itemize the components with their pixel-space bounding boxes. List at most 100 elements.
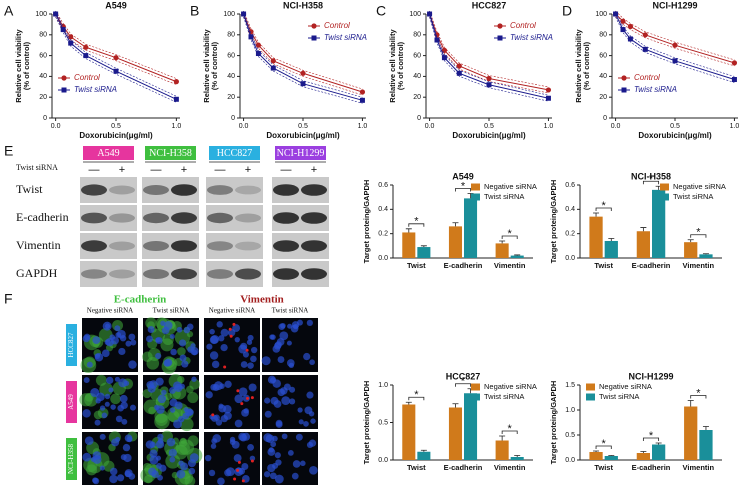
nucleus bbox=[186, 323, 194, 331]
nucleus bbox=[155, 377, 164, 386]
marker bbox=[456, 70, 462, 76]
x-tick-label: 1.0 bbox=[358, 123, 368, 130]
nucleus bbox=[178, 460, 184, 466]
nucleus bbox=[101, 412, 108, 419]
cell-line-tag bbox=[83, 146, 134, 160]
bar bbox=[402, 232, 416, 258]
green-stain bbox=[99, 382, 114, 397]
significance-bracket bbox=[455, 383, 471, 387]
marker bbox=[545, 95, 551, 101]
bar bbox=[448, 407, 462, 460]
bar bbox=[510, 255, 524, 258]
nucleus bbox=[211, 438, 218, 444]
y-axis-label: Target proteing/GAPDH bbox=[549, 180, 558, 264]
significance-label: * bbox=[508, 423, 513, 435]
nucleus bbox=[247, 362, 254, 369]
nucleus bbox=[92, 454, 102, 464]
nucleus bbox=[240, 342, 248, 350]
blot-band bbox=[171, 240, 197, 252]
marker bbox=[68, 40, 74, 46]
y-tick-label: 0.6 bbox=[378, 182, 388, 189]
blot-band bbox=[207, 241, 233, 251]
cell-line-tag-label: NCI-H1299 bbox=[277, 148, 325, 159]
legend-label: Twist siRNA bbox=[324, 33, 367, 42]
red-stain bbox=[236, 468, 240, 472]
nucleus bbox=[191, 376, 197, 382]
blot-band bbox=[301, 184, 327, 196]
y-tick-label: 80 bbox=[39, 32, 47, 39]
y-tick-label: 20 bbox=[227, 94, 235, 101]
nucleus bbox=[231, 440, 240, 449]
nucleus bbox=[309, 359, 315, 366]
nucleus bbox=[99, 405, 106, 411]
nucleus bbox=[234, 419, 243, 428]
panel-label: A bbox=[4, 3, 14, 19]
nucleus bbox=[274, 341, 282, 349]
nucleus bbox=[250, 346, 258, 354]
nucleus bbox=[216, 321, 223, 328]
lane-label: + bbox=[119, 164, 125, 176]
x-tick-label: Twist bbox=[407, 261, 426, 270]
bar bbox=[604, 240, 618, 258]
nucleus bbox=[275, 459, 282, 466]
error-bar bbox=[608, 238, 615, 241]
blot-band bbox=[171, 268, 197, 280]
nucleus bbox=[116, 329, 126, 339]
marker bbox=[83, 44, 89, 50]
x-tick-label: 0.5 bbox=[670, 123, 680, 130]
legend-marker bbox=[61, 87, 67, 93]
nucleus bbox=[220, 343, 228, 352]
bar bbox=[464, 198, 478, 258]
nucleus bbox=[92, 477, 100, 485]
y-axis-label: (% of control) bbox=[582, 41, 591, 90]
y-tick-label: 20 bbox=[39, 94, 47, 101]
lane-label: — bbox=[151, 164, 162, 176]
chart-title: NCI-H358 bbox=[283, 0, 323, 10]
significance-label: * bbox=[649, 173, 654, 185]
nucleus bbox=[209, 328, 215, 335]
significance-bracket bbox=[455, 188, 471, 192]
nucleus bbox=[206, 343, 213, 350]
bar bbox=[684, 406, 698, 460]
y-tick-label: 0.2 bbox=[378, 231, 388, 238]
marker bbox=[270, 58, 276, 64]
y-tick-label: 1.0 bbox=[565, 407, 575, 414]
column-header: Negative siRNA bbox=[209, 307, 255, 315]
red-stain bbox=[250, 459, 254, 463]
legend-marker bbox=[61, 75, 67, 81]
y-tick-label: 20 bbox=[413, 94, 421, 101]
marker bbox=[113, 68, 119, 74]
marker bbox=[173, 79, 179, 85]
stain-header: Vimentin bbox=[240, 294, 284, 306]
series-line bbox=[243, 13, 363, 101]
marker bbox=[434, 37, 440, 43]
nucleus bbox=[303, 352, 311, 361]
nucleus bbox=[82, 334, 91, 343]
nucleus bbox=[269, 472, 277, 480]
chart-title: NCI-H1299 bbox=[628, 371, 673, 381]
x-tick-label: 0.0 bbox=[425, 123, 435, 130]
nucleus bbox=[166, 437, 176, 447]
marker bbox=[620, 27, 626, 33]
nucleus bbox=[296, 319, 303, 326]
nucleus bbox=[306, 391, 314, 399]
nucleus bbox=[188, 467, 196, 475]
significance-bracket bbox=[595, 445, 612, 449]
nucleus bbox=[114, 376, 120, 382]
nucleus bbox=[168, 448, 177, 458]
error-bar bbox=[514, 455, 521, 457]
legend-marker bbox=[311, 35, 317, 41]
x-tick-label: Twist bbox=[594, 261, 613, 270]
row-tag bbox=[66, 381, 77, 423]
nucleus bbox=[110, 404, 116, 410]
significance-bracket bbox=[690, 234, 707, 238]
y-tick-label: 100 bbox=[409, 11, 421, 18]
nucleus bbox=[224, 380, 232, 388]
nucleus bbox=[114, 325, 121, 332]
lane-label: — bbox=[89, 164, 100, 176]
nucleus bbox=[99, 433, 106, 440]
nucleus bbox=[217, 477, 225, 485]
y-tick-label: 0.5 bbox=[565, 432, 575, 439]
y-tick-label: 40 bbox=[227, 73, 235, 80]
